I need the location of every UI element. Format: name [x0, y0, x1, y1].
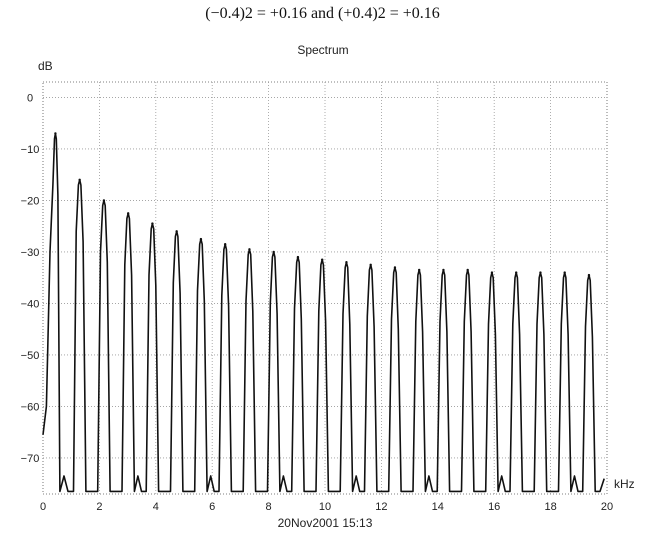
- x-tick-label: 8: [266, 501, 272, 513]
- harmonic-peak: [78, 178, 81, 182]
- harmonic-peak: [393, 266, 397, 269]
- caption-formula: (−0.4)2 = +0.16 and (+0.4)2 = +0.16: [205, 5, 440, 22]
- harmonic-peak: [199, 237, 203, 241]
- harmonic-peak: [466, 268, 469, 272]
- y-tick-label: −60: [21, 401, 40, 413]
- x-tick-label: 10: [319, 501, 331, 513]
- harmonic-peak: [223, 243, 227, 246]
- spectrum-trace: [42, 132, 605, 493]
- harmonic-peak: [54, 132, 57, 135]
- harmonic-peak: [320, 258, 324, 261]
- harmonic-peak: [417, 268, 421, 272]
- harmonic-peak: [296, 255, 300, 259]
- y-tick-label: −20: [21, 195, 40, 207]
- x-tick-label: 16: [488, 501, 500, 513]
- harmonic-peak: [442, 268, 445, 272]
- harmonic-peak: [272, 250, 275, 254]
- y-tick-label: 0: [27, 92, 33, 104]
- x-tick-label: 18: [544, 501, 556, 513]
- timestamp: 20Nov2001 15:13: [278, 516, 373, 530]
- chart-title: Spectrum: [297, 43, 348, 57]
- grid: [42, 81, 608, 495]
- harmonic-peak: [369, 263, 372, 267]
- y-tick-label: −10: [21, 144, 40, 156]
- x-axis-unit: kHz: [614, 477, 635, 491]
- y-tick-label: −30: [21, 247, 40, 259]
- y-tick-label: −40: [21, 298, 40, 310]
- x-tick-label: 20: [601, 501, 613, 513]
- harmonic-peak: [539, 271, 542, 274]
- harmonic-peak: [563, 271, 566, 274]
- harmonic-peak: [175, 230, 178, 233]
- harmonic-peak: [102, 199, 106, 202]
- x-tick-label: 14: [432, 501, 444, 513]
- harmonic-peak: [151, 222, 154, 225]
- y-tick-label: −70: [21, 453, 40, 465]
- harmonic-peak: [587, 273, 591, 277]
- x-tick-label: 6: [209, 501, 215, 513]
- y-tick-label: −50: [21, 350, 40, 362]
- x-tick-label: 0: [40, 501, 46, 513]
- y-axis-unit: dB: [38, 59, 53, 73]
- x-tick-label: 12: [375, 501, 387, 513]
- axes: 0 2 4 6 8 10 12 14 16 18 20 0 −10 −20 −30 −40 −50 −60 −70: [21, 92, 613, 513]
- x-tick-label: 2: [96, 501, 102, 513]
- harmonic-peak: [345, 261, 348, 264]
- harmonic-peak: [126, 212, 130, 215]
- harmonic-peak: [248, 248, 251, 251]
- harmonic-peak: [490, 271, 494, 274]
- harmonic-peak: [514, 271, 518, 274]
- x-tick-label: 4: [153, 501, 159, 513]
